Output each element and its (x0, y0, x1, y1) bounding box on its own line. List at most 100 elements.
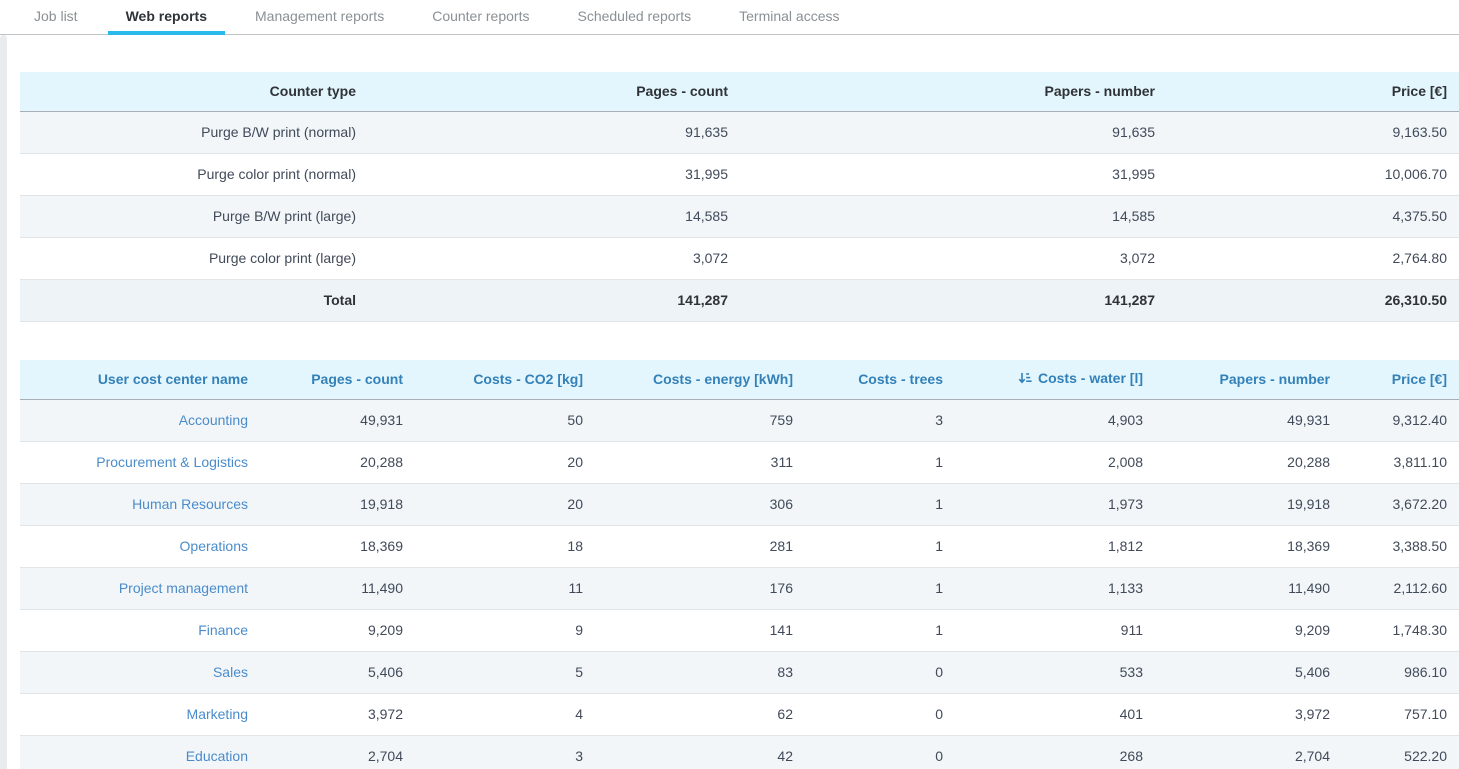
cost-center-link[interactable]: Education (185, 748, 248, 764)
cell-costs-co2: 5 (415, 651, 595, 694)
cell-papers-number: 49,931 (1155, 399, 1342, 442)
cost-center-row: Operations 18,369 18 281 1 1,812 18,369 3,388.5… (20, 525, 1459, 568)
cost-center-link[interactable]: Procurement & Logistics (96, 454, 248, 470)
total-row: Total 141,287 141,287 26,310.50 (20, 279, 1459, 322)
cell-price: 10,006.70 (1167, 153, 1459, 196)
cell-costs-energy: 83 (595, 651, 805, 694)
cell-costs-water: 911 (955, 609, 1155, 652)
cell-papers-number: 19,918 (1155, 483, 1342, 526)
counter-type-table: Counter type Pages - count Papers - number… (20, 72, 1459, 322)
column-header-user-cost-center-name[interactable]: User cost center name (20, 360, 260, 400)
column-header-label: Papers - number (1044, 83, 1155, 100)
cell-costs-water: 4,903 (955, 399, 1155, 442)
tab-web-reports[interactable]: Web reports (107, 0, 226, 35)
cell-price: 26,310.50 (1167, 279, 1459, 322)
cell-pages-count: 3,972 (260, 693, 415, 736)
cell-pages-count: 91,635 (368, 111, 740, 154)
cell-costs-energy: 62 (595, 693, 805, 736)
tab-terminal-access[interactable]: Terminal access (739, 8, 840, 24)
cell-costs-trees: 0 (805, 651, 955, 694)
column-header-price[interactable]: Price [€] (1342, 360, 1459, 400)
cell-papers-number: 91,635 (740, 111, 1167, 154)
cell-costs-trees: 1 (805, 609, 955, 652)
cell-papers-number: 31,995 (740, 153, 1167, 196)
cell-price: 2,112.60 (1342, 567, 1459, 610)
cell-counter-type: Purge color print (large) (20, 237, 368, 280)
counter-row: Purge color print (large) 3,072 3,072 2,764… (20, 237, 1459, 280)
cell-costs-water: 1,133 (955, 567, 1155, 610)
cell-costs-water: 533 (955, 651, 1155, 694)
cost-center-row: Marketing 3,972 4 62 0 401 3,972 757.10 (20, 693, 1459, 736)
cell-pages-count: 14,585 (368, 195, 740, 238)
cell-price: 1,748.30 (1342, 609, 1459, 652)
cell-papers-number: 3,072 (740, 237, 1167, 280)
cell-pages-count: 2,704 (260, 735, 415, 769)
cell-costs-water: 401 (955, 693, 1155, 736)
column-header-costs-energy[interactable]: Costs - energy [kWh] (595, 360, 805, 400)
cell-price: 9,163.50 (1167, 111, 1459, 154)
cell-papers-number: 14,585 (740, 195, 1167, 238)
column-header-label: Costs - energy [kWh] (652, 371, 793, 388)
column-header-label: Papers - number (1219, 371, 1330, 388)
cost-center-link[interactable]: Sales (212, 664, 248, 680)
cost-center-link[interactable]: Operations (179, 538, 248, 554)
cell-costs-co2: 18 (415, 525, 595, 568)
cost-center-link[interactable]: Finance (198, 622, 248, 638)
cost-center-row: Procurement & Logistics 20,288 20 311 1 2,008… (20, 441, 1459, 484)
cell-costs-energy: 141 (595, 609, 805, 652)
column-header-label: Costs - trees (858, 371, 943, 388)
cost-center-link[interactable]: Human Resources (132, 496, 248, 512)
cell-user-cost-center-name: Marketing (20, 693, 260, 736)
column-header-pages-count[interactable]: Pages - count (260, 360, 415, 400)
column-header-costs-trees[interactable]: Costs - trees (805, 360, 955, 400)
cell-user-cost-center-name: Finance (20, 609, 260, 652)
tab-scheduled-reports[interactable]: Scheduled reports (577, 8, 692, 24)
cell-user-cost-center-name: Operations (20, 525, 260, 568)
cell-costs-co2: 9 (415, 609, 595, 652)
cell-price: 3,811.10 (1342, 441, 1459, 484)
cell-counter-type: Total (20, 279, 368, 322)
cell-price: 522.20 (1342, 735, 1459, 769)
cell-costs-trees: 1 (805, 483, 955, 526)
column-header-label: Counter type (269, 83, 356, 100)
cell-pages-count: 19,918 (260, 483, 415, 526)
cell-counter-type: Purge B/W print (normal) (20, 111, 368, 154)
cell-costs-water: 1,812 (955, 525, 1155, 568)
column-header-costs-water[interactable]: Costs - water [l] (955, 360, 1155, 400)
tab-management-reports[interactable]: Management reports (255, 8, 385, 24)
cell-price: 986.10 (1342, 651, 1459, 694)
cell-pages-count: 3,072 (368, 237, 740, 280)
cell-user-cost-center-name: Human Resources (20, 483, 260, 526)
counter-table-body: Purge B/W print (normal) 91,635 91,635 9,16… (20, 111, 1459, 322)
column-header-costs-co2[interactable]: Costs - CO2 [kg] (415, 360, 595, 400)
column-header-label: Pages - count (311, 371, 403, 388)
column-header-label: Price [€] (1391, 83, 1447, 100)
header-row: User cost center name Pages - count Costs … (20, 360, 1459, 400)
counter-row: Purge B/W print (large) 14,585 14,585 4,375… (20, 195, 1459, 238)
tab-counter-reports[interactable]: Counter reports (432, 8, 530, 24)
cell-price: 4,375.50 (1167, 195, 1459, 238)
cost-center-row: Human Resources 19,918 20 306 1 1,973 19,918 3,… (20, 483, 1459, 526)
cell-costs-energy: 281 (595, 525, 805, 568)
cost-center-row: Education 2,704 3 42 0 268 2,704 522.20 (20, 735, 1459, 769)
cell-costs-co2: 50 (415, 399, 595, 442)
cell-user-cost-center-name: Accounting (20, 399, 260, 442)
cost-center-link[interactable]: Accounting (178, 412, 248, 428)
cell-pages-count: 9,209 (260, 609, 415, 652)
tab-job-list[interactable]: Job list (34, 8, 78, 24)
cell-user-cost-center-name: Education (20, 735, 260, 769)
cell-costs-trees: 3 (805, 399, 955, 442)
vertical-scrollbar[interactable] (0, 35, 7, 769)
cell-costs-co2: 4 (415, 693, 595, 736)
cost-center-link[interactable]: Project management (118, 580, 248, 596)
column-header-label: User cost center name (97, 371, 248, 388)
cost-center-row: Accounting 49,931 50 759 3 4,903 49,931 9,312.4… (20, 399, 1459, 442)
cell-user-cost-center-name: Procurement & Logistics (20, 441, 260, 484)
cell-pages-count: 18,369 (260, 525, 415, 568)
cell-papers-number: 20,288 (1155, 441, 1342, 484)
column-header-papers-number[interactable]: Papers - number (1155, 360, 1342, 400)
cell-costs-co2: 11 (415, 567, 595, 610)
cell-costs-co2: 20 (415, 483, 595, 526)
cost-center-link[interactable]: Marketing (186, 706, 248, 722)
column-header-label: Price [€] (1391, 371, 1447, 388)
